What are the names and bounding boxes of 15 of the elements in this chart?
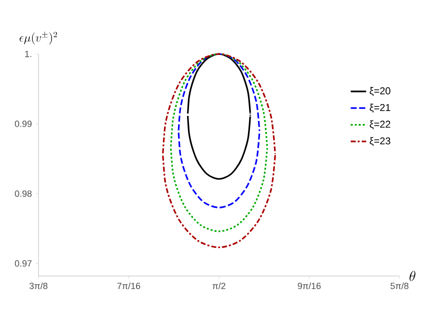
x-axis-title: $\theta$ <box>410 270 416 282</box>
legend-label: ξ=21 <box>370 104 390 113</box>
x-tick-label: π/2 <box>212 282 226 290</box>
y-axis-title: $\epsilon\mu(v^{\pm})^2$ <box>20 32 57 45</box>
y-tick-label: 1. <box>25 50 32 58</box>
x-tick-label: 5π/8 <box>390 282 408 290</box>
y-tick-label: 0.99 <box>14 120 32 127</box>
legend-label: ξ=20 <box>370 87 390 96</box>
legend-label: ξ=22 <box>370 120 390 130</box>
x-tick-label: 9π/16 <box>298 282 321 290</box>
y-tick-label: 0.98 <box>14 190 32 197</box>
y-tick-label: 0.97 <box>14 260 32 267</box>
x-tick-label: 3π/8 <box>30 282 48 290</box>
x-tick-label: 7π/16 <box>117 282 140 290</box>
legend-label: ξ=23 <box>370 137 390 146</box>
